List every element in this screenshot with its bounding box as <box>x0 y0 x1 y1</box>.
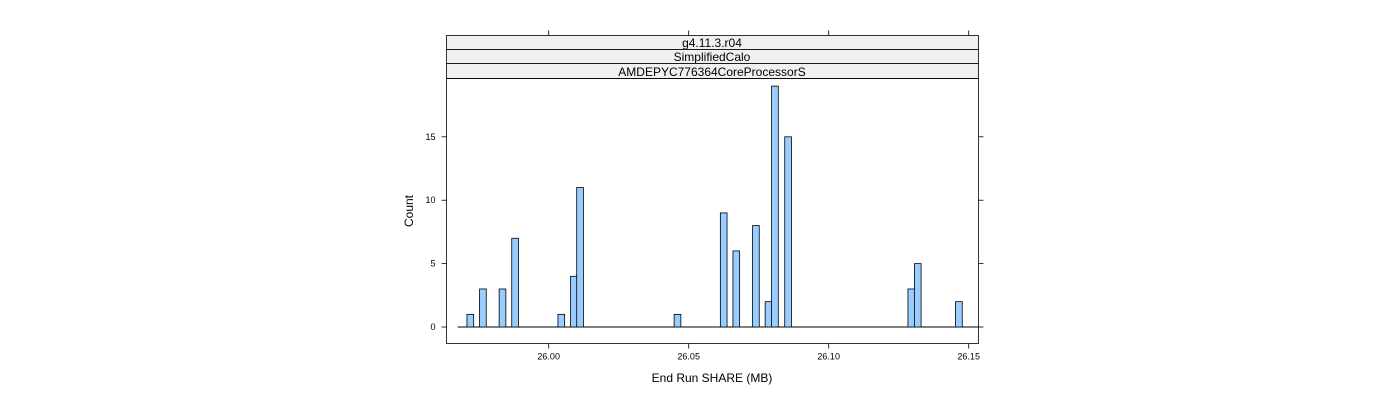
x-axis-title: End Run SHARE (MB) <box>652 371 773 385</box>
bars <box>466 85 963 328</box>
x-tick-label: 26.05 <box>677 352 700 362</box>
histogram-bar <box>771 85 779 328</box>
plot-panel <box>446 78 979 344</box>
histogram-bar <box>752 225 760 328</box>
histogram-bar <box>907 288 916 328</box>
y-axis-title: Count <box>402 194 416 227</box>
y-tick-label: 15 <box>425 132 435 142</box>
histogram-bar <box>913 263 922 328</box>
strip-label-2: SimplifiedCalo <box>674 50 751 64</box>
histogram-bar <box>576 187 584 328</box>
histogram-bar <box>673 313 682 328</box>
histogram-bar <box>498 288 507 328</box>
histogram-bar <box>570 275 578 328</box>
strip-label-1: g4.11.3.r04 <box>682 36 742 50</box>
histogram-bar <box>764 301 773 328</box>
histogram-bar <box>732 250 741 328</box>
x-tick-label: 26.10 <box>817 352 840 362</box>
histogram-bar <box>479 288 487 328</box>
y-tick-label: 5 <box>430 259 435 269</box>
histogram-bar <box>719 212 728 328</box>
strip-label-3: AMDEPYC776364CoreProcessorS <box>618 65 805 79</box>
histogram-bar <box>955 301 963 328</box>
strip-panels: g4.11.3.r04 SimplifiedCalo AMDEPYC776364… <box>446 35 979 79</box>
tick-labels: 26.00 26.05 26.10 26.15 0 5 10 15 <box>425 132 979 362</box>
histogram-bar <box>557 313 566 328</box>
y-tick-label: 10 <box>425 195 435 205</box>
histogram-bar <box>466 313 475 328</box>
axis-ticks <box>441 30 984 349</box>
histogram-bar <box>511 237 519 328</box>
x-tick-label: 26.00 <box>537 352 560 362</box>
x-tick-label: 26.15 <box>957 352 980 362</box>
y-tick-label: 0 <box>430 322 435 332</box>
histogram-bar <box>784 136 792 328</box>
